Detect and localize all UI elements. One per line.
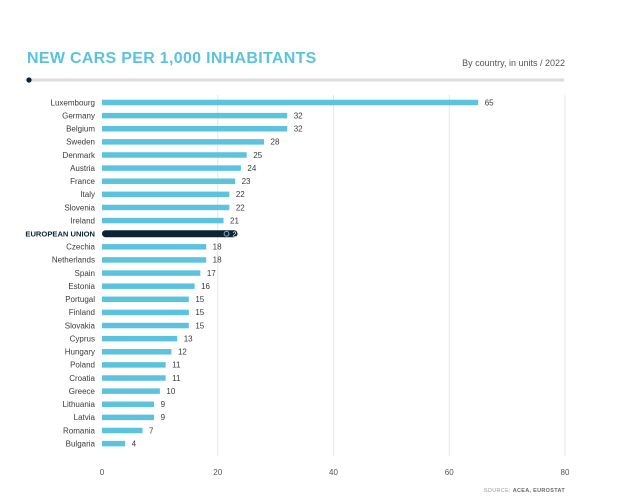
value-label: 21 bbox=[230, 216, 239, 225]
title-rule-dot bbox=[26, 77, 32, 83]
value-label: 13 bbox=[184, 334, 193, 343]
category-label: Ireland bbox=[71, 216, 95, 225]
chart-subtitle: By country, in units / 2022 bbox=[462, 58, 565, 68]
bar bbox=[102, 204, 230, 211]
category-label: Portugal bbox=[65, 295, 95, 304]
category-label: Denmark bbox=[63, 151, 96, 160]
x-tick-label: 60 bbox=[445, 468, 454, 477]
value-label: 15 bbox=[195, 321, 204, 330]
bar bbox=[102, 165, 241, 171]
category-label: Lithuania bbox=[63, 400, 96, 409]
bar bbox=[102, 322, 189, 329]
bar bbox=[102, 414, 155, 421]
value-label: 32 bbox=[294, 125, 303, 134]
category-label: Slovakia bbox=[65, 321, 96, 330]
bar bbox=[102, 178, 236, 184]
bar bbox=[102, 335, 178, 342]
value-label: 11 bbox=[172, 361, 181, 370]
value-label: 23 bbox=[242, 177, 251, 186]
value-label: 18 bbox=[213, 256, 222, 265]
bar bbox=[102, 349, 172, 355]
category-label: Czechia bbox=[66, 243, 95, 252]
category-label: Netherlands bbox=[52, 256, 95, 265]
category-label: Bulgaria bbox=[66, 439, 96, 448]
category-label: Belgium bbox=[66, 125, 95, 134]
value-label: 10 bbox=[166, 387, 175, 396]
value-label: 21 bbox=[233, 231, 241, 238]
bar bbox=[102, 217, 224, 224]
category-label: Greece bbox=[69, 387, 96, 396]
category-label: Slovenia bbox=[64, 203, 95, 212]
value-label: 12 bbox=[178, 348, 187, 357]
bar bbox=[102, 375, 166, 381]
source-names: ACEA, EUROSTAT bbox=[512, 488, 565, 494]
bar bbox=[102, 401, 155, 408]
bar-highlight bbox=[102, 230, 238, 238]
category-label: EUROPEAN UNION bbox=[25, 230, 95, 239]
bar bbox=[102, 427, 143, 434]
value-label: 24 bbox=[247, 164, 256, 173]
source-prefix: SOURCE: bbox=[483, 488, 511, 494]
category-label: Cyprus bbox=[70, 334, 95, 343]
value-label: 15 bbox=[195, 308, 204, 317]
value-label: 22 bbox=[236, 203, 245, 212]
bar bbox=[102, 152, 247, 158]
category-label: Croatia bbox=[69, 374, 95, 383]
chart-title: NEW CARS PER 1,000 INHABITANTS bbox=[27, 50, 317, 67]
value-label: 18 bbox=[213, 243, 222, 252]
value-label: 11 bbox=[172, 374, 181, 383]
bar bbox=[102, 99, 479, 106]
value-label: 9 bbox=[161, 400, 166, 409]
value-label: 15 bbox=[195, 295, 204, 304]
category-label: Latvia bbox=[74, 413, 96, 422]
value-label: 7 bbox=[149, 426, 154, 435]
category-label: Spain bbox=[75, 269, 95, 278]
category-label: France bbox=[70, 177, 95, 186]
source-note: SOURCE: ACEA, EUROSTAT bbox=[484, 488, 565, 494]
bar bbox=[102, 257, 207, 263]
bar bbox=[102, 296, 189, 303]
value-label: 32 bbox=[294, 111, 303, 120]
bar bbox=[102, 362, 166, 368]
category-label: Poland bbox=[70, 361, 95, 370]
value-label: 4 bbox=[132, 439, 137, 448]
bar bbox=[102, 283, 195, 289]
bar bbox=[102, 244, 207, 250]
bar bbox=[102, 440, 126, 447]
value-label: 17 bbox=[207, 269, 216, 278]
value-label: 22 bbox=[236, 190, 245, 199]
x-tick-label: 40 bbox=[329, 468, 338, 477]
category-label: Germany bbox=[62, 111, 95, 120]
category-label: Hungary bbox=[65, 348, 95, 357]
bar bbox=[102, 125, 288, 132]
value-label: 16 bbox=[201, 282, 210, 291]
x-tick-label: 80 bbox=[561, 468, 570, 477]
category-label: Sweden bbox=[66, 138, 95, 147]
category-label: Estonia bbox=[68, 282, 95, 291]
bar bbox=[102, 309, 189, 316]
category-label: Finland bbox=[69, 308, 95, 317]
bar bbox=[102, 112, 288, 119]
bar bbox=[102, 139, 265, 145]
x-tick-label: 20 bbox=[213, 468, 222, 477]
bar bbox=[102, 270, 201, 276]
value-label: 28 bbox=[271, 138, 280, 147]
bar bbox=[102, 388, 160, 394]
value-label: 25 bbox=[253, 151, 262, 160]
category-label: Romania bbox=[63, 426, 96, 435]
category-label: Italy bbox=[80, 190, 95, 199]
highlight-marker bbox=[223, 230, 230, 237]
x-tick-label: 0 bbox=[100, 468, 105, 477]
category-label: Austria bbox=[70, 164, 95, 173]
value-label: 9 bbox=[161, 413, 166, 422]
category-label: Luxembourg bbox=[51, 98, 95, 107]
value-label: 65 bbox=[485, 98, 494, 107]
bar bbox=[102, 191, 230, 198]
